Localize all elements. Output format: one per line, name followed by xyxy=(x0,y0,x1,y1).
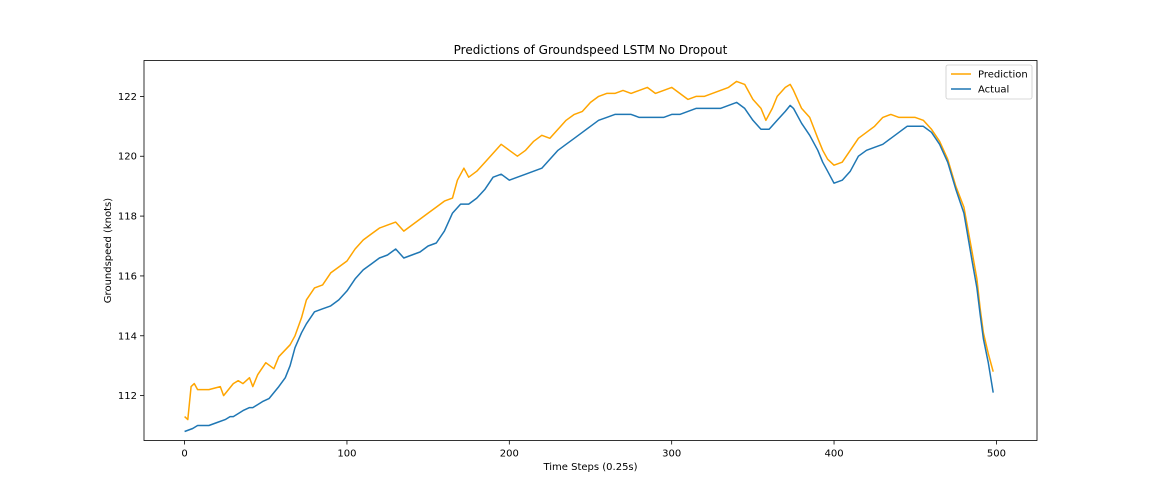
y-tick-label: 116 xyxy=(118,271,137,282)
x-axis-label: Time Steps (0.25s) xyxy=(542,462,637,473)
legend-label-actual: Actual xyxy=(978,85,1009,96)
chart-title: Predictions of Groundspeed LSTM No Dropo… xyxy=(454,43,728,57)
x-tick-label: 400 xyxy=(824,449,843,460)
y-axis-label: Groundspeed (knots) xyxy=(103,198,114,303)
y-tick-label: 118 xyxy=(118,212,137,223)
x-tick-label: 0 xyxy=(181,449,187,460)
x-tick-label: 200 xyxy=(500,449,519,460)
series-line-actual xyxy=(184,101,994,433)
y-tick-label: 122 xyxy=(118,92,137,103)
series-line-prediction xyxy=(184,80,994,421)
plot-area-frame xyxy=(143,60,1038,441)
y-axis: 112 114 116 118 120 122 xyxy=(118,92,144,402)
x-axis: 0 100 200 300 400 500 xyxy=(181,440,1006,460)
x-tick-label: 500 xyxy=(987,449,1006,460)
series-layer xyxy=(184,80,994,433)
y-tick-label: 120 xyxy=(118,152,137,163)
legend: Prediction Actual xyxy=(945,64,1033,100)
legend-label-prediction: Prediction xyxy=(978,70,1028,81)
x-tick-label: 300 xyxy=(662,449,681,460)
x-tick-label: 100 xyxy=(337,449,356,460)
y-tick-label: 114 xyxy=(118,331,137,342)
y-tick-label: 112 xyxy=(118,391,137,402)
